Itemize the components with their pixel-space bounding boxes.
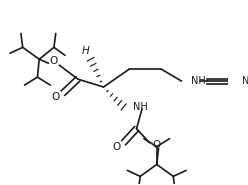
- Text: O: O: [49, 56, 57, 66]
- Text: NH: NH: [133, 102, 148, 112]
- Text: O: O: [112, 142, 121, 152]
- Text: O: O: [153, 140, 161, 150]
- Text: NH: NH: [191, 76, 205, 86]
- Text: H: H: [82, 46, 90, 56]
- Text: O: O: [52, 92, 60, 102]
- Text: N: N: [242, 76, 248, 86]
